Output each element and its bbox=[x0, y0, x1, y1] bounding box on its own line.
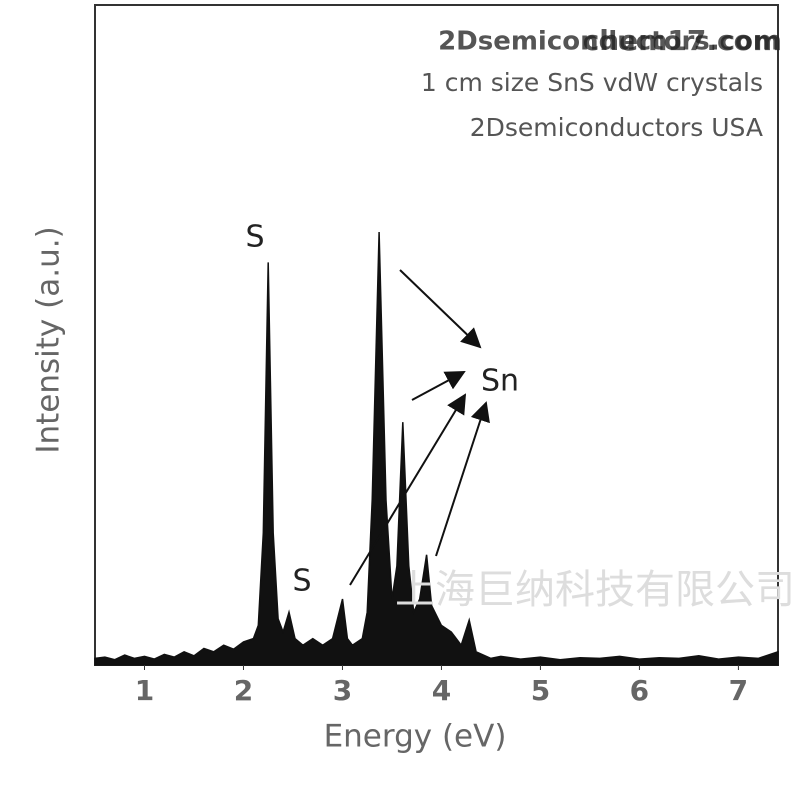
annotation: S bbox=[245, 220, 264, 255]
x-tick-label: 7 bbox=[729, 674, 748, 707]
x-tick-label: 4 bbox=[432, 674, 451, 707]
watermark: chem17.com bbox=[583, 24, 782, 57]
watermark: 上海巨纳科技有限公司 bbox=[395, 567, 795, 613]
annotation: Sn bbox=[481, 364, 519, 399]
spectrum bbox=[94, 231, 779, 666]
subtitle: 2Dsemiconductors USA bbox=[470, 113, 763, 142]
subtitle: 1 cm size SnS vdW crystals bbox=[421, 68, 763, 97]
x-tick-label: 3 bbox=[333, 674, 352, 707]
x-tick-label: 1 bbox=[135, 674, 154, 707]
x-tick-label: 6 bbox=[630, 674, 649, 707]
y-axis-label: Intensity (a.u.) bbox=[31, 226, 67, 453]
x-tick-label: 2 bbox=[234, 674, 253, 707]
plot-frame bbox=[94, 4, 779, 666]
x-tick-label: 5 bbox=[531, 674, 550, 707]
arrows bbox=[349, 269, 490, 586]
x-axis-label: Energy (eV) bbox=[324, 719, 507, 755]
chart-title: 2Dsemiconductors.com bbox=[438, 27, 780, 57]
annotation: S bbox=[292, 564, 311, 599]
